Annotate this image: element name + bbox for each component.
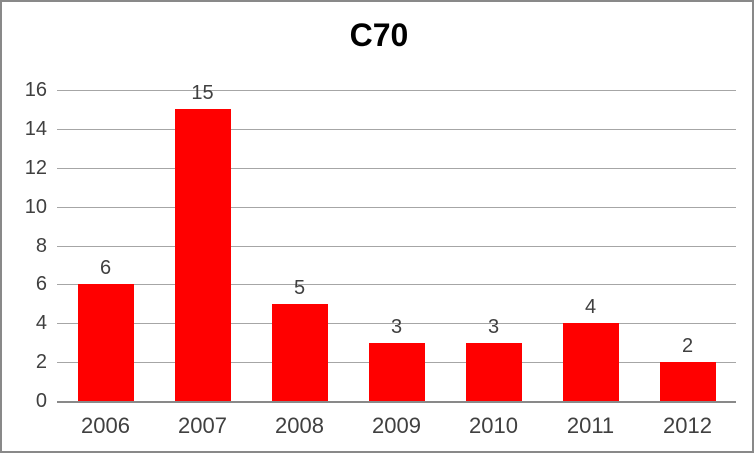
bar-2010 — [465, 342, 522, 401]
x-tick-label: 2007 — [178, 413, 227, 438]
y-axis-labels: 0 2 4 6 8 10 12 14 16 — [2, 79, 47, 412]
gridline — [57, 90, 736, 91]
bar-value-label: 3 — [487, 315, 500, 338]
gridline — [57, 128, 736, 130]
bar-2008 — [271, 303, 328, 401]
gridline — [57, 284, 736, 286]
gridline — [57, 245, 736, 247]
y-tick-label: 4 — [35, 312, 47, 335]
bar-value-label: 15 — [191, 82, 214, 105]
y-tick-label: 14 — [24, 117, 47, 140]
x-tick-label: 2008 — [275, 413, 324, 438]
y-tick-label: 16 — [24, 79, 47, 101]
x-tick-label: 2006 — [81, 413, 130, 438]
y-tick-label: 0 — [35, 390, 47, 412]
bar-2012 — [659, 362, 716, 401]
bar-value-label: 5 — [293, 276, 306, 299]
x-tick-label: 2010 — [469, 413, 518, 438]
bar-2011 — [562, 323, 619, 401]
bar-2009 — [368, 342, 425, 401]
bar-value-label: 6 — [99, 257, 112, 280]
chart-title: C70 — [349, 17, 409, 53]
y-tick-label: 6 — [35, 273, 47, 296]
gridline — [57, 167, 736, 169]
gridline — [57, 323, 736, 325]
y-tick-label: 10 — [24, 195, 47, 218]
bar-2006 — [77, 284, 134, 401]
y-tick-label: 8 — [35, 234, 47, 257]
x-tick-label: 2011 — [566, 413, 615, 438]
x-axis-labels: 2006 2007 2008 2009 2010 2011 2012 — [57, 413, 736, 443]
y-tick-label: 2 — [35, 351, 47, 374]
bar-value-label: 2 — [681, 335, 694, 358]
y-tick-label: 12 — [24, 156, 47, 179]
gridline — [57, 206, 736, 208]
bar-2007 — [174, 109, 231, 401]
bar-value-label: 4 — [584, 296, 597, 319]
x-tick-label: 2012 — [663, 413, 712, 438]
plot-area: 6 15 5 3 3 4 2 — [57, 82, 736, 403]
x-tick-label: 2009 — [372, 413, 421, 438]
bar-value-label: 3 — [390, 315, 403, 338]
